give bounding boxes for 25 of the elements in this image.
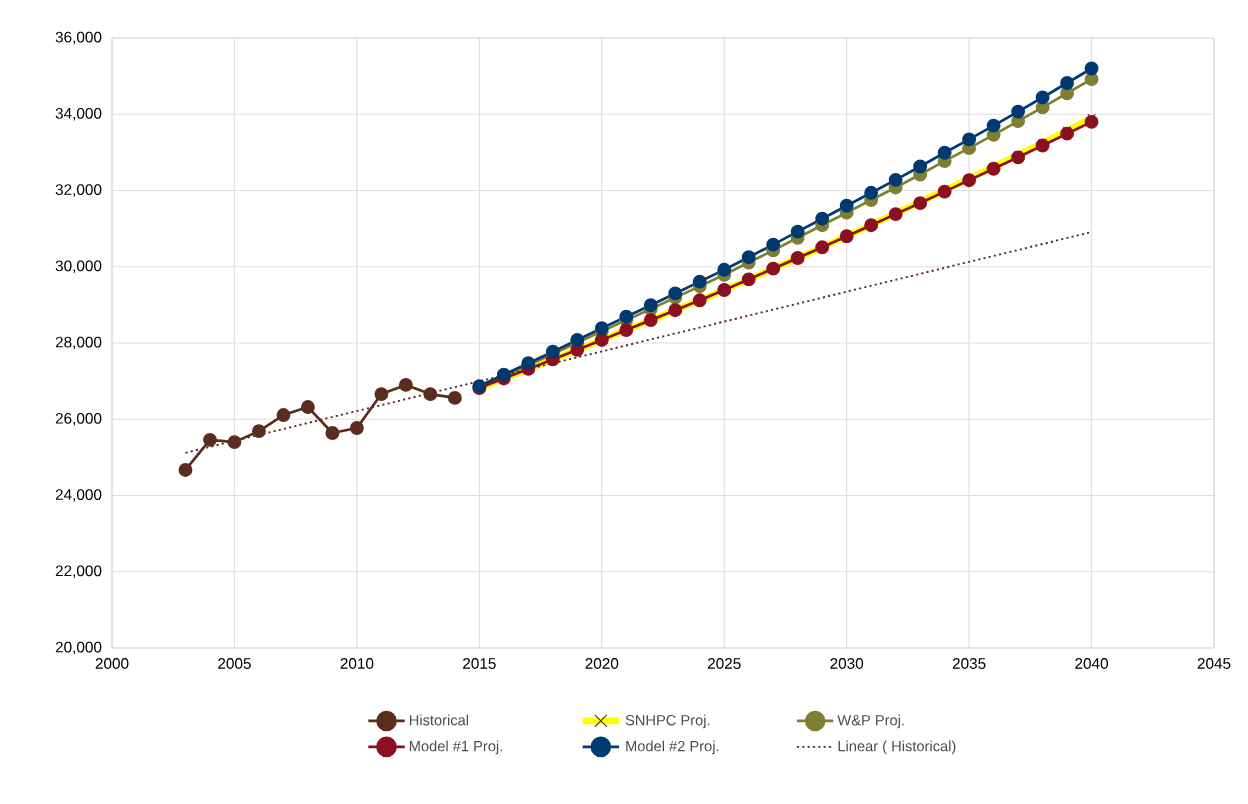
x-tick-label: 2005 xyxy=(218,658,251,669)
y-tick-label: 20,000 xyxy=(55,641,102,655)
x-tick-label: 2000 xyxy=(95,658,129,669)
x-tick-label: 2010 xyxy=(340,658,374,669)
legend-label: W&P Proj. xyxy=(837,714,904,729)
x-tick-label: 2040 xyxy=(1075,658,1109,669)
x-tick-label: 2035 xyxy=(952,658,986,669)
legend-label: Linear ( Historical) xyxy=(838,740,956,755)
y-tick-label: 34,000 xyxy=(55,107,102,121)
legend-label: Historical xyxy=(409,714,469,726)
x-tick-label: 2020 xyxy=(585,658,619,669)
x-tick-label: 2025 xyxy=(707,658,741,669)
x-tick-label: 2015 xyxy=(463,658,496,669)
y-tick-label: 26,000 xyxy=(55,412,102,426)
y-tick-label: 30,000 xyxy=(55,260,102,274)
y-tick-label: 22,000 xyxy=(55,565,102,579)
legend-label: SNHPC Proj. xyxy=(625,714,710,729)
x-tick-label: 2045 xyxy=(1197,658,1231,669)
y-tick-label: 28,000 xyxy=(55,336,102,350)
legend-label: Model #2 Proj. xyxy=(626,740,719,755)
y-tick-label: 24,000 xyxy=(55,489,102,502)
legend-label: Model #1 Proj. xyxy=(409,740,502,755)
y-tick-label: 36,000 xyxy=(55,31,102,45)
x-tick-label: 2030 xyxy=(830,658,864,669)
y-tick-label: 32,000 xyxy=(55,184,102,197)
